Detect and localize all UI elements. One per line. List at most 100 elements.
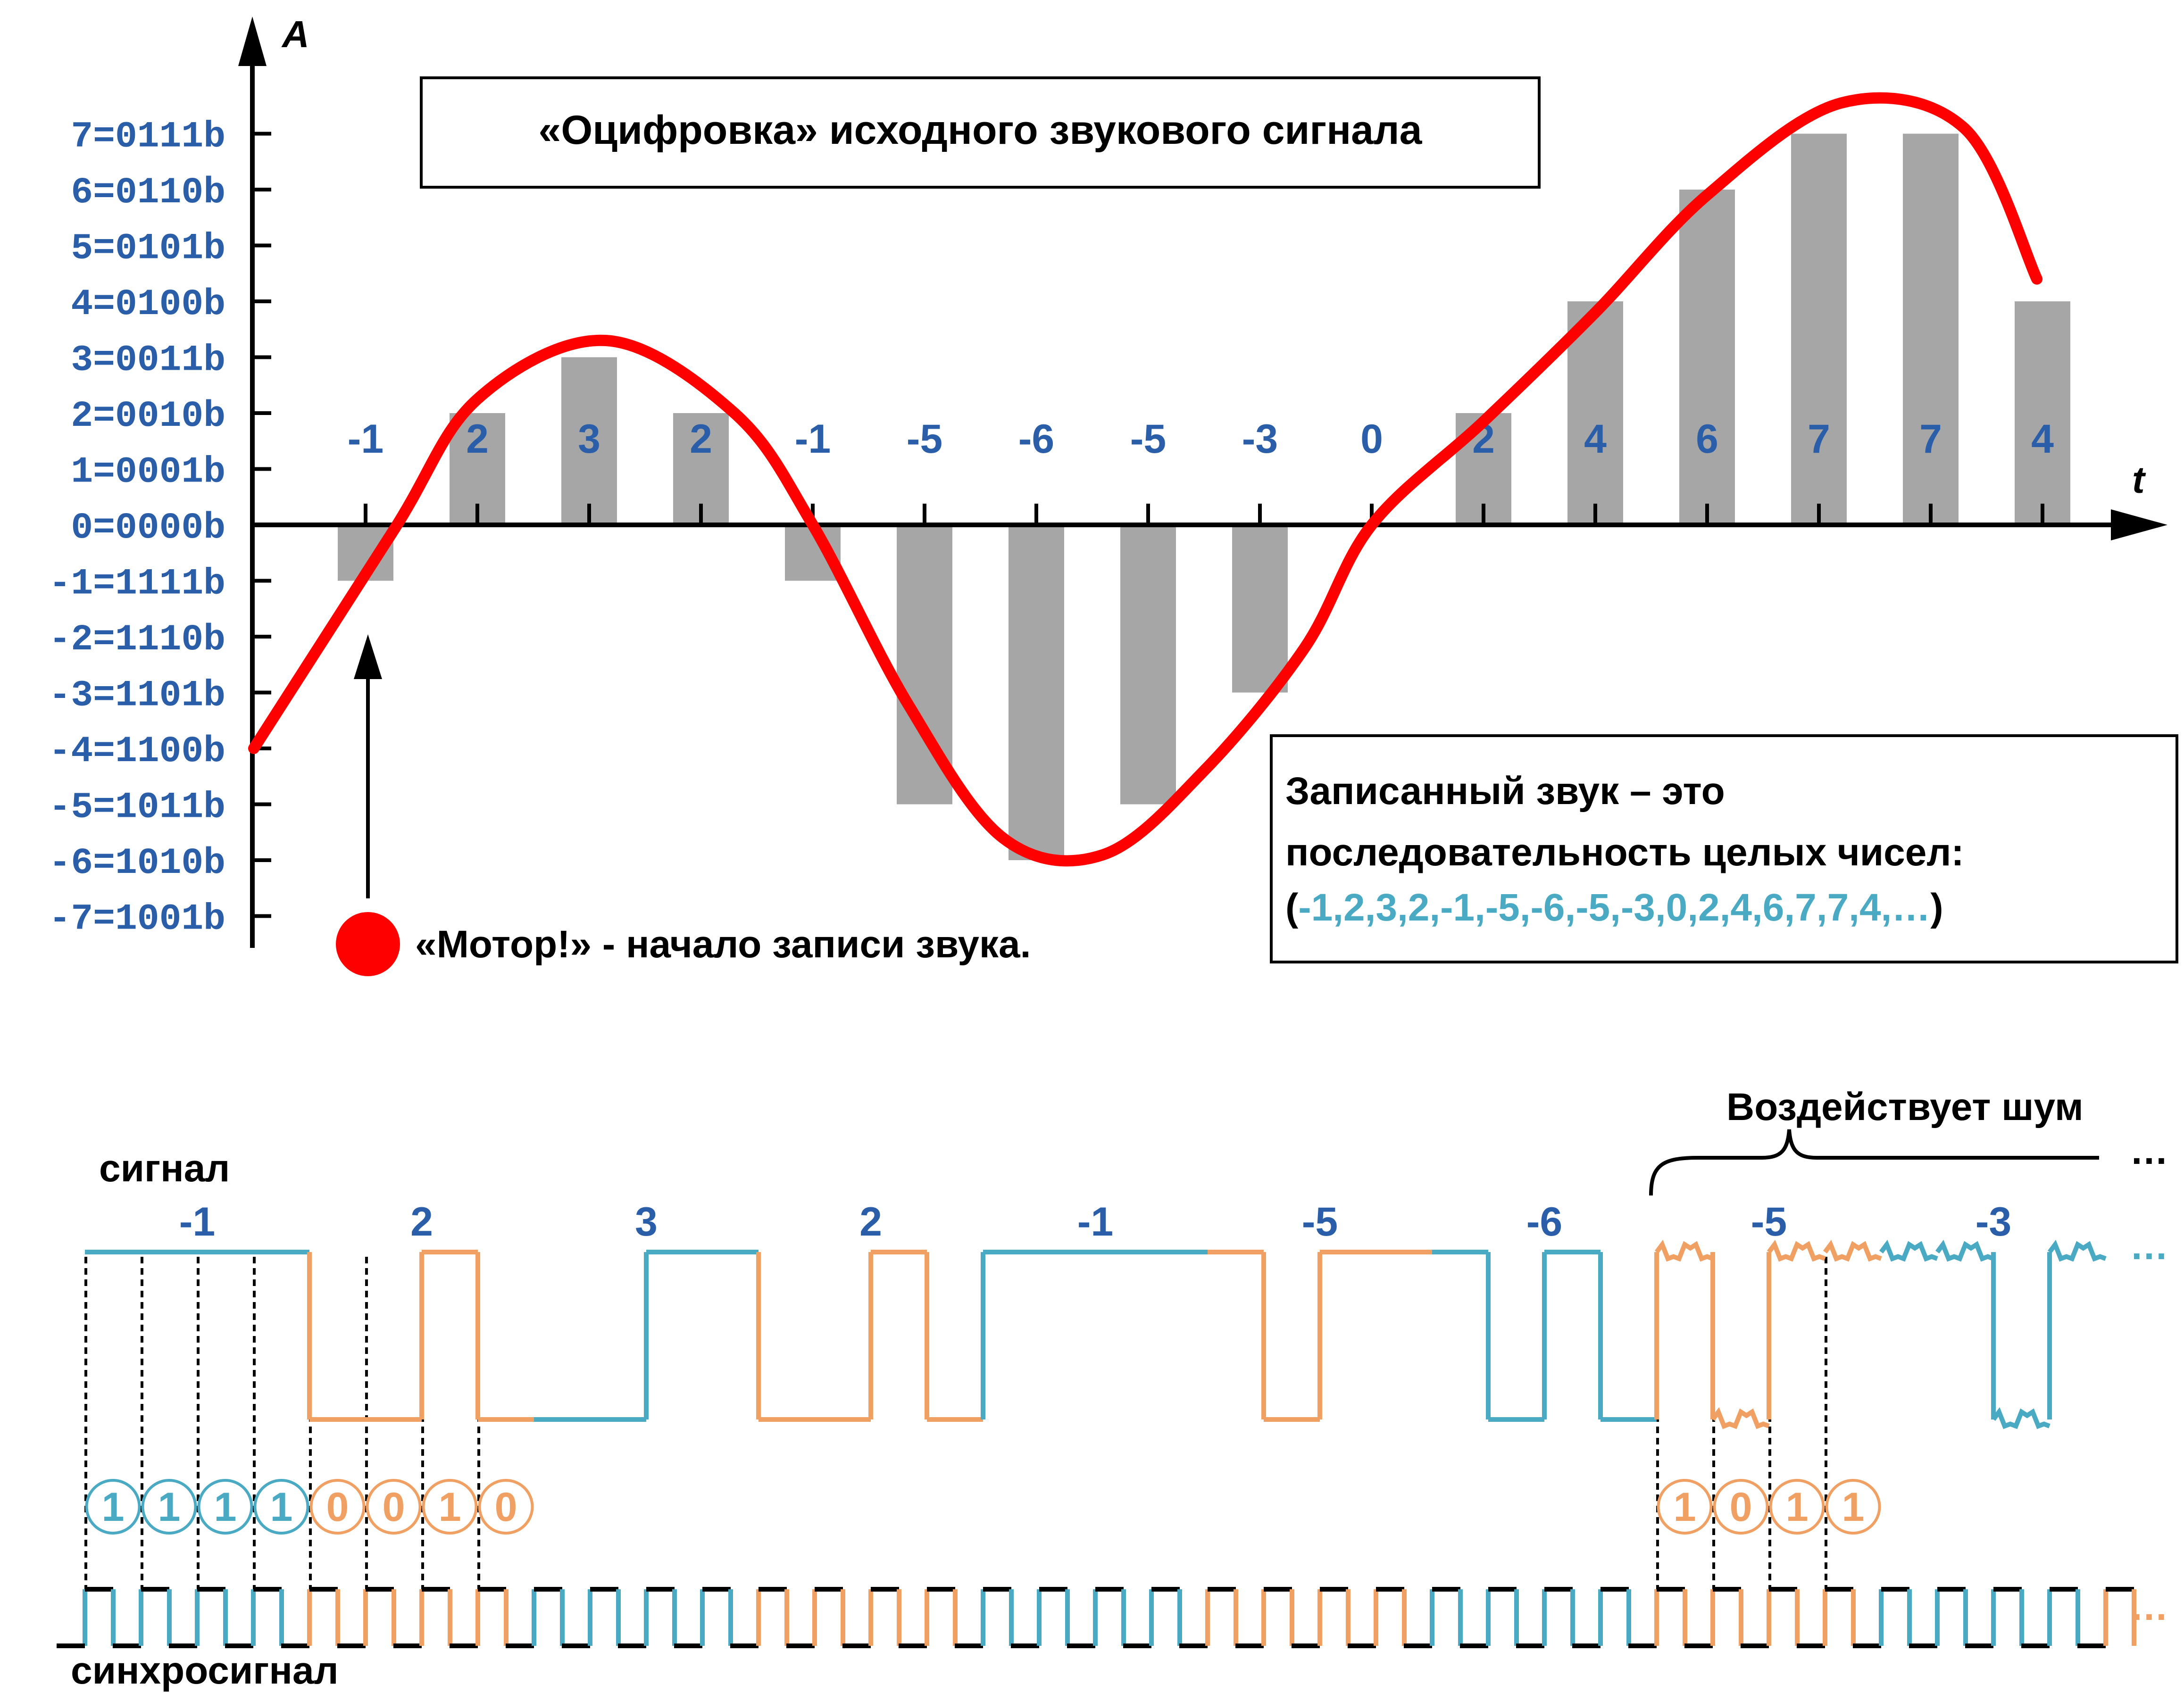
y-tick-label: -3=1101b [49, 675, 225, 717]
info-line-2: последовательность целых чисел: [1285, 831, 1964, 874]
bit-value: 1 [270, 1485, 293, 1530]
info-box: Записанный звук – это последовательность… [1270, 734, 2178, 963]
sample-value-label: -3 [1242, 416, 1278, 462]
sample-bars [338, 133, 2070, 860]
y-tick-label: 2=0010b [71, 396, 225, 437]
signal-sample-label: -5 [1751, 1199, 1787, 1245]
signal-sample-label: 3 [635, 1199, 658, 1245]
signal-bit-segment [1767, 1239, 1826, 1262]
y-tick-label: -5=1011b [49, 787, 225, 829]
info-line-3: (-1,2,3,2,-1,-5,-6,-5,-3,0,2,4,6,7,7,4,…… [1285, 886, 1943, 929]
bit-circle [422, 1479, 478, 1535]
signal-sample-label: 2 [410, 1199, 433, 1245]
bit-circle [1657, 1479, 1713, 1535]
bit-circle [85, 1479, 141, 1535]
sample-value-label: 6 [1696, 416, 1718, 462]
x-axis-ticks [364, 504, 2044, 525]
signal-sample-label: -1 [1077, 1199, 1113, 1245]
signal-sample-label: -6 [1526, 1199, 1562, 1245]
sample-value-label: 2 [690, 416, 712, 462]
sample-value-label: 2 [466, 416, 489, 462]
motor-start-marker: «Мотор!» - начало записи звука. [336, 634, 1031, 976]
sample-bar [561, 357, 617, 525]
motor-caption: «Мотор!» - начало записи звука. [415, 923, 1031, 966]
signal-bit-segment [1991, 1407, 2051, 1429]
signal-bit-segment [1879, 1239, 1938, 1262]
y-tick-label: -6=1010b [49, 843, 225, 884]
x-axis-arrowhead [2111, 509, 2167, 540]
bit-value: 1 [439, 1485, 461, 1530]
sample-value-label: 3 [578, 416, 600, 462]
y-axis-ticks: 7=0111b 6=0110b 5=0101b 4=0100b 3=0011b 2=001… [49, 116, 271, 940]
motor-arrowhead [354, 634, 382, 679]
bit-circle [1769, 1479, 1825, 1535]
y-tick-label: 6=0110b [71, 172, 225, 214]
bit-circle [366, 1479, 422, 1535]
bit-circle [141, 1479, 197, 1535]
sample-value-label: -1 [348, 416, 383, 462]
sample-bar [2015, 301, 2070, 525]
title-text: «Оцифровка» исходного звукового сигнала [539, 108, 1423, 153]
sample-value-label: 0 [1360, 416, 1383, 462]
sample-value-label: -5 [1130, 416, 1166, 462]
y-tick-label: 5=0101b [71, 228, 225, 270]
y-tick-label: 3=0011b [71, 340, 225, 382]
signal-bit-segment [1935, 1239, 1994, 1262]
open-paren: ( [1285, 886, 1299, 929]
sample-bar [1009, 525, 1064, 860]
sample-value-label: 7 [1808, 416, 1830, 462]
bit-value: 1 [1674, 1485, 1696, 1530]
sync-clock-waveform [57, 1587, 2136, 1648]
y-axis-arrowhead [238, 17, 267, 66]
y-tick-label: -4=1100b [49, 731, 225, 772]
sample-value-label: -5 [907, 416, 942, 462]
sampling-guides [84, 1257, 1827, 1589]
signal-bit-segment [2047, 1239, 2107, 1262]
sample-value-label: 4 [1584, 416, 1607, 462]
sample-bar [1903, 133, 1959, 525]
sample-value-label: 7 [1919, 416, 1942, 462]
y-tick-label: -2=1110b [49, 619, 225, 661]
y-tick-label: 7=0111b [71, 116, 225, 158]
axes: A t [238, 13, 2167, 948]
x-axis-name: t [2132, 459, 2146, 501]
bit-circle [478, 1479, 534, 1535]
bit-value: 0 [495, 1485, 517, 1530]
bit-circle [253, 1479, 309, 1535]
close-paren: ) [1930, 886, 1943, 929]
noise-brace: Воздействует шум … [1649, 1086, 2168, 1196]
analog-signal-curve [248, 92, 2043, 867]
sync-label: синхросигнал [71, 1649, 339, 1692]
signal-sample-label: -5 [1302, 1199, 1338, 1245]
signal-sample-label: -3 [1976, 1199, 2011, 1245]
y-tick-label: 1=0001b [71, 452, 225, 493]
bit-value: 1 [214, 1485, 237, 1530]
signal-waveform [85, 1239, 2107, 1429]
bit-value: 1 [102, 1485, 125, 1530]
sample-bar [1120, 525, 1176, 805]
bit-value: 1 [158, 1485, 181, 1530]
y-tick-label: -7=1001b [49, 899, 225, 940]
signal-sample-labels: -1 2 3 2 -1 -5 -6 -5 -3 [179, 1199, 2011, 1245]
sample-bar [1232, 525, 1288, 693]
bit-circle [1713, 1479, 1769, 1535]
record-dot-icon [336, 912, 400, 976]
bit-circle [197, 1479, 253, 1535]
sample-sequence: -1,2,3,2,-1,-5,-6,-5,-3,0,2,4,6,7,7,4,… [1298, 886, 1930, 929]
noise-label: Воздействует шум [1726, 1086, 2084, 1129]
bit-value: 1 [1786, 1485, 1809, 1530]
bit-value: 1 [1842, 1485, 1865, 1530]
sample-bar [1791, 133, 1847, 525]
signal-sample-label: -1 [179, 1199, 215, 1245]
ellipsis-signal: … [2130, 1225, 2168, 1268]
bit-circle [1825, 1479, 1881, 1535]
bit-value: 0 [1730, 1485, 1752, 1530]
signal-bit-segment [1823, 1239, 1882, 1262]
signal-bit-segment [1654, 1239, 1714, 1262]
title-box: «Оцифровка» исходного звукового сигнала [420, 76, 1541, 189]
sample-bar [1679, 190, 1735, 525]
bit-circle [309, 1479, 366, 1535]
sample-value-labels: -1 2 3 2 -1 -5 -6 -5 -3 0 2 4 6 7 7 4 [348, 416, 2054, 462]
